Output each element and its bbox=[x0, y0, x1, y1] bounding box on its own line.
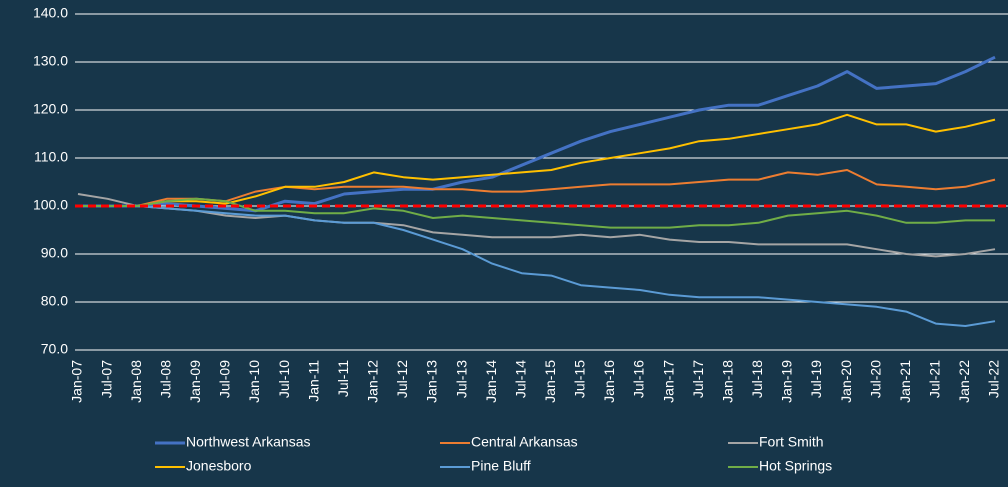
legend-label: Central Arkansas bbox=[471, 434, 578, 450]
x-tick-label: Jan-16 bbox=[601, 360, 617, 403]
x-tick-label: Jan-22 bbox=[956, 360, 972, 403]
x-tick-label: Jul-22 bbox=[986, 360, 1002, 398]
y-tick-label: 100.0 bbox=[33, 197, 68, 213]
y-tick-label: 70.0 bbox=[41, 341, 68, 357]
x-tick-label: Jan-21 bbox=[897, 360, 913, 403]
legend-label: Fort Smith bbox=[759, 434, 824, 450]
legend-label: Jonesboro bbox=[186, 458, 252, 474]
x-tick-label: Jul-11 bbox=[335, 360, 351, 397]
x-tick-label: Jul-18 bbox=[749, 360, 765, 398]
x-tick-label: Jan-12 bbox=[365, 360, 381, 403]
x-tick-label: Jul-14 bbox=[512, 360, 528, 398]
y-tick-label: 90.0 bbox=[41, 245, 68, 261]
x-tick-label: Jul-13 bbox=[453, 360, 469, 398]
x-tick-label: Jan-09 bbox=[187, 360, 203, 403]
x-tick-label: Jan-08 bbox=[128, 360, 144, 403]
x-tick-label: Jan-13 bbox=[424, 360, 440, 403]
series-line bbox=[77, 193, 996, 258]
legend-label: Pine Bluff bbox=[471, 458, 531, 474]
series-line bbox=[78, 55, 996, 213]
x-tick-label: Jan-07 bbox=[69, 360, 85, 403]
y-tick-label: 110.0 bbox=[34, 149, 68, 165]
x-tick-label: Jan-19 bbox=[779, 360, 795, 403]
x-tick-label: Jul-20 bbox=[867, 360, 883, 398]
x-tick-label: Jan-18 bbox=[719, 360, 735, 403]
x-tick-label: Jan-14 bbox=[483, 360, 499, 403]
x-tick-label: Jul-07 bbox=[98, 360, 114, 398]
y-tick-label: 80.0 bbox=[41, 293, 68, 309]
x-tick-label: Jul-12 bbox=[394, 360, 410, 398]
x-tick-label: Jul-09 bbox=[217, 360, 233, 398]
x-tick-label: Jan-17 bbox=[660, 360, 676, 403]
series-line bbox=[78, 197, 995, 229]
x-tick-label: Jan-15 bbox=[542, 360, 558, 403]
x-tick-label: Jul-17 bbox=[690, 360, 706, 398]
y-tick-label: 140.0 bbox=[33, 5, 68, 21]
x-tick-label: Jul-21 bbox=[927, 360, 943, 398]
y-tick-label: 120.0 bbox=[33, 101, 68, 117]
x-tick-label: Jan-10 bbox=[246, 360, 262, 403]
x-tick-label: Jul-15 bbox=[572, 360, 588, 398]
series-line bbox=[78, 169, 996, 207]
series-line bbox=[78, 205, 996, 327]
legend-label: Northwest Arkansas bbox=[186, 434, 311, 450]
y-tick-label: 130.0 bbox=[33, 53, 68, 69]
x-tick-label: Jul-16 bbox=[631, 360, 647, 398]
x-tick-label: Jan-20 bbox=[838, 360, 854, 403]
x-tick-label: Jul-10 bbox=[276, 360, 292, 398]
x-tick-label: Jul-19 bbox=[808, 360, 824, 398]
x-tick-label: Jan-11 bbox=[305, 360, 321, 402]
legend-label: Hot Springs bbox=[759, 458, 832, 474]
x-tick-label: Jul-08 bbox=[157, 360, 173, 398]
